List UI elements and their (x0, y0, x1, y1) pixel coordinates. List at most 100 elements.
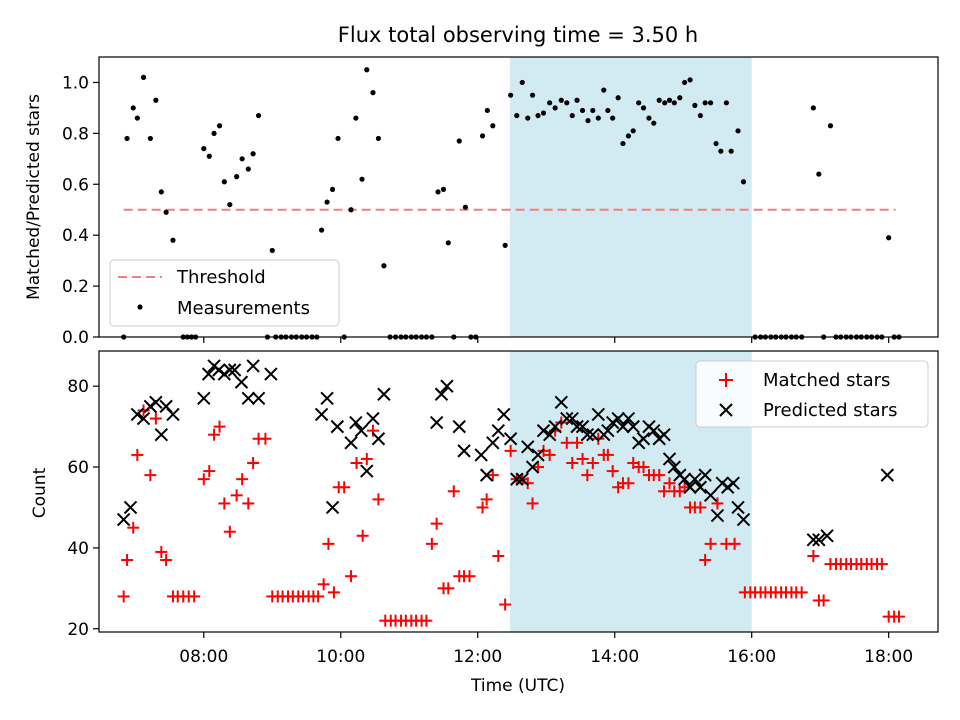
matched-star-marker (366, 424, 379, 437)
measurement-point (329, 186, 336, 192)
predicted-star-marker (677, 472, 692, 486)
measurement-point (681, 79, 688, 86)
measurement-point (697, 112, 703, 119)
measurement-point (435, 189, 441, 195)
matched-star-marker (576, 452, 589, 465)
predicted-star-marker (234, 375, 249, 389)
measurement-point (124, 135, 130, 142)
x-tick-label: 08:00 (179, 647, 228, 667)
measurement-point (595, 115, 601, 121)
matched-star-marker (247, 456, 260, 469)
predicted-star-marker (521, 440, 535, 454)
y-tick-label: 40 (67, 539, 89, 559)
y-tick-label: 0.0 (62, 328, 89, 348)
measurement-point (525, 115, 531, 121)
counts-panel: 20 40 60 80 08:00 10:00 12:00 14:00 16:00 18:00 C… (30, 350, 939, 696)
predicted-star-marker (440, 379, 454, 393)
matched-star-marker (622, 477, 635, 490)
matched-star-marker (442, 582, 455, 595)
predicted-star-marker (647, 423, 661, 438)
matched-star-marker (807, 549, 820, 562)
measurement-point (370, 90, 376, 96)
measurement-point (147, 135, 153, 142)
measurement-point (718, 148, 724, 154)
measurement-point (827, 123, 834, 129)
matched-star-marker (213, 420, 226, 433)
matched-star-marker (571, 436, 584, 449)
matched-stars-points (117, 404, 905, 627)
measurement-point (605, 107, 611, 114)
measurement-point (353, 115, 359, 121)
predicted-star-marker (314, 407, 329, 422)
predicted-star-marker (812, 533, 826, 547)
predicted-star-marker (197, 391, 211, 406)
measurement-point (163, 209, 169, 215)
y-tick-label: 1.0 (62, 73, 89, 93)
measurement-point (462, 204, 469, 210)
top-y-axis-label: Matched/Predicted stars (24, 94, 44, 300)
predicted-star-marker (726, 476, 740, 490)
predicted-star-marker (251, 391, 266, 406)
matched-star-marker (230, 489, 243, 502)
measurement-point (569, 112, 575, 119)
predicted-star-marker (531, 448, 545, 462)
matched-star-marker (463, 570, 476, 583)
predicted-star-marker (330, 419, 345, 434)
matched-star-marker (127, 521, 140, 534)
matched-star-marker (492, 549, 505, 562)
matched-star-marker (892, 610, 905, 623)
predicted-star-marker (731, 500, 745, 515)
measurement-point (601, 87, 607, 93)
matched-star-marker (327, 586, 340, 599)
measurement-point (211, 130, 217, 136)
predicted-star-marker (143, 399, 158, 414)
matched-star-marker (537, 444, 550, 457)
predicted-star-marker (166, 407, 180, 422)
y-tick-label: 60 (67, 458, 89, 478)
matched-star-marker (425, 537, 438, 550)
predicted-stars-points (116, 359, 895, 547)
legend-threshold-label: Threshold (176, 267, 266, 288)
matched-star-marker (350, 456, 363, 469)
predicted-star-marker (320, 391, 334, 406)
predicted-star-marker (130, 407, 145, 422)
predicted-star-marker (515, 472, 529, 486)
legend-measurements-swatch (137, 304, 143, 310)
measurement-point (540, 110, 547, 116)
predicted-star-marker (377, 387, 391, 401)
predicted-star-marker (560, 411, 574, 426)
matched-star-marker (699, 554, 712, 567)
top-axes: 0.0 0.2 0.4 0.6 0.8 1.0 (62, 56, 939, 348)
measurement-point (381, 263, 387, 269)
matched-star-marker (121, 554, 134, 567)
measurement-point (479, 133, 486, 139)
measurement-point (564, 100, 570, 106)
predicted-star-marker (736, 512, 751, 527)
predicted-star-marker (683, 480, 697, 494)
predicted-star-marker (710, 508, 725, 523)
measurement-point (508, 92, 514, 98)
x-tick-label: 16:00 (727, 647, 776, 667)
observing-window-shade (509, 57, 752, 337)
measurement-point (364, 67, 370, 73)
matched-star-marker (711, 497, 724, 510)
legend-measurements-label: Measurements (177, 298, 310, 319)
matched-star-marker (420, 614, 433, 627)
measurement-point (227, 202, 233, 208)
measurement-point (221, 179, 227, 185)
y-tick-label: 0.4 (62, 226, 89, 246)
matched-star-marker (223, 525, 236, 538)
predicted-star-marker (497, 407, 511, 422)
matched-star-marker (875, 558, 888, 571)
predicted-star-marker (565, 411, 579, 426)
measurement-point (324, 199, 330, 205)
matched-star-marker (663, 477, 676, 490)
matched-star-marker (345, 570, 358, 583)
predicted-star-marker (575, 419, 590, 434)
matched-star-marker (203, 465, 216, 478)
matched-star-marker (728, 537, 741, 550)
matched-star-marker (372, 493, 385, 506)
predicted-star-marker (212, 363, 226, 377)
measurement-point (348, 207, 354, 213)
predicted-star-marker (880, 468, 895, 482)
